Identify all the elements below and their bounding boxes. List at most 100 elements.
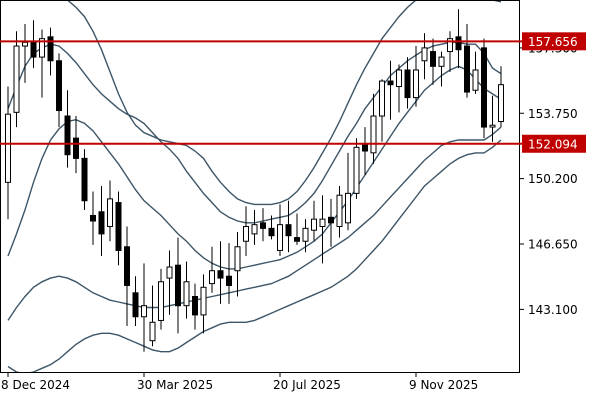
candle bbox=[149, 285, 156, 347]
band-outer-lower bbox=[7, 139, 502, 372]
candle-body bbox=[404, 69, 411, 99]
candle-body bbox=[217, 270, 224, 279]
candle-body bbox=[192, 295, 198, 316]
level-tag-label: 157.656 bbox=[528, 35, 578, 49]
candle bbox=[234, 232, 241, 297]
candle-body bbox=[158, 281, 164, 321]
x-tick-label: 30 Mar 2025 bbox=[137, 378, 213, 392]
candle bbox=[209, 246, 215, 293]
candlestick-series bbox=[5, 9, 504, 352]
candle bbox=[277, 204, 283, 256]
candle-body bbox=[141, 305, 147, 318]
candle-body bbox=[370, 115, 377, 154]
candle bbox=[132, 276, 139, 326]
y-tick-label: 146.650 bbox=[528, 238, 578, 252]
horizontal-levels: 157.656 152.094 bbox=[0, 32, 586, 153]
candle-body bbox=[243, 226, 249, 242]
y-tick-label: 143.100 bbox=[528, 303, 578, 317]
candle-body bbox=[396, 69, 402, 88]
candle-body bbox=[209, 270, 215, 285]
candle bbox=[39, 29, 45, 98]
candle bbox=[260, 208, 266, 242]
candle bbox=[115, 191, 122, 266]
candle bbox=[64, 90, 71, 168]
candle-body bbox=[81, 157, 88, 202]
x-tick-label: 9 Nov 2025 bbox=[409, 378, 478, 392]
level-tag bbox=[522, 134, 586, 153]
candle-body bbox=[379, 80, 385, 117]
level-tag-label: 152.094 bbox=[528, 137, 578, 151]
candle-body bbox=[13, 45, 20, 113]
candle bbox=[345, 152, 351, 231]
candle bbox=[319, 195, 326, 264]
candle bbox=[285, 200, 292, 253]
candle-body bbox=[149, 321, 156, 342]
candle bbox=[302, 219, 309, 253]
candle-body bbox=[277, 224, 283, 251]
candle bbox=[107, 180, 113, 242]
candle-body bbox=[56, 60, 62, 111]
band-outer-upper bbox=[67, 1, 502, 206]
x-axis: 8 Dec 2024 30 Mar 2025 20 Jul 2025 9 Nov 20… bbox=[1, 372, 478, 392]
y-tick-label: 153.750 bbox=[528, 107, 578, 121]
candle-body bbox=[124, 246, 130, 286]
candle bbox=[421, 33, 428, 80]
candle-body bbox=[234, 246, 241, 272]
candle bbox=[30, 20, 37, 69]
candle-body bbox=[413, 69, 419, 99]
candle-body bbox=[47, 36, 54, 62]
candle-body bbox=[464, 45, 470, 93]
candle bbox=[404, 57, 411, 109]
candle bbox=[56, 53, 62, 128]
candle bbox=[464, 23, 470, 98]
candle-body bbox=[438, 56, 445, 67]
candle-body bbox=[39, 38, 45, 58]
candle-body bbox=[430, 51, 436, 67]
candle bbox=[481, 38, 487, 139]
candle-body bbox=[200, 286, 207, 316]
candle-body bbox=[336, 194, 343, 228]
candle bbox=[353, 138, 360, 199]
candle bbox=[489, 95, 496, 142]
candle bbox=[311, 200, 317, 242]
candle bbox=[379, 79, 385, 142]
candle bbox=[268, 215, 275, 240]
candle bbox=[447, 31, 453, 72]
candle bbox=[217, 241, 224, 304]
candle-body bbox=[345, 192, 351, 224]
candle bbox=[183, 261, 190, 319]
candle bbox=[90, 191, 96, 245]
candle bbox=[472, 51, 479, 94]
candle bbox=[498, 66, 504, 128]
candle-body bbox=[302, 227, 309, 242]
candle-body bbox=[447, 38, 453, 53]
candle-body bbox=[421, 47, 428, 62]
candle bbox=[81, 149, 88, 210]
candle-body bbox=[64, 115, 71, 156]
candle bbox=[430, 38, 436, 85]
candle-body bbox=[98, 211, 105, 235]
candle bbox=[251, 209, 258, 245]
candle bbox=[328, 198, 334, 247]
candle-body bbox=[5, 113, 11, 183]
candle bbox=[243, 206, 249, 256]
candle bbox=[141, 263, 147, 352]
y-tick-label: 150.200 bbox=[528, 172, 578, 186]
candle bbox=[438, 51, 445, 87]
candle bbox=[294, 213, 300, 245]
candle-body bbox=[285, 224, 292, 237]
candle-body bbox=[489, 124, 496, 128]
candle-body bbox=[294, 237, 300, 242]
x-tick-label: 20 Jul 2025 bbox=[273, 378, 341, 392]
candle bbox=[22, 23, 28, 83]
candle-body bbox=[73, 137, 79, 159]
candle bbox=[455, 9, 462, 69]
x-tick-label: 8 Dec 2024 bbox=[1, 378, 70, 392]
plot-frame bbox=[0, 0, 520, 373]
candle-body bbox=[260, 222, 266, 229]
candle-body bbox=[175, 264, 181, 307]
candle-body bbox=[353, 146, 360, 194]
candle-body bbox=[183, 281, 190, 307]
candle-body bbox=[455, 36, 462, 51]
